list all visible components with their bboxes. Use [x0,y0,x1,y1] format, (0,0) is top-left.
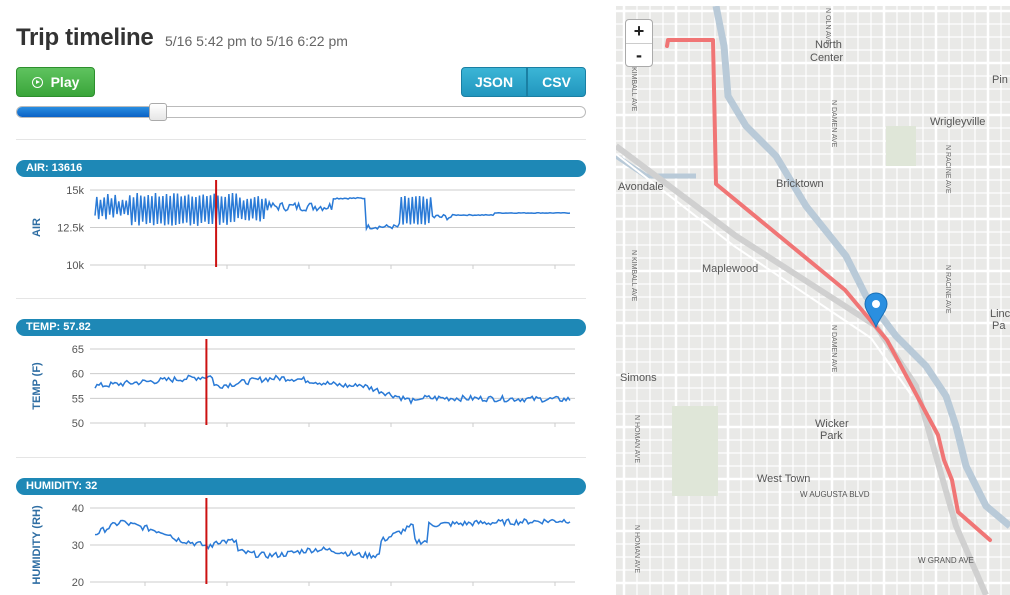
trip-time-range: 5/16 5:42 pm to 5/16 6:22 pm [165,33,348,49]
zoom-in-button[interactable]: + [633,21,645,41]
map-label: Simons [620,372,657,384]
zoom-control: + - [625,19,653,67]
series-line [94,374,571,405]
river [712,6,1010,529]
series-line [94,193,571,232]
json-export-button[interactable]: JSON [461,67,527,97]
y-tick-label: 30 [72,540,84,552]
air-reading-bar: AIR: 13616 [16,160,586,177]
street-label: N RACINE AVE [944,145,951,194]
street-label: N DAMEN AVE [830,100,837,148]
csv-label: CSV [542,74,571,90]
series-line [94,517,571,560]
y-tick-label: 15k [66,185,84,197]
map-label: Maplewood [702,263,758,275]
play-label: Play [50,74,80,90]
playback-slider-handle[interactable] [148,103,167,121]
park [886,126,916,166]
map-label: Center [810,52,843,64]
playback-slider[interactable] [16,106,586,118]
play-icon [31,76,43,88]
map-label: Wicker [815,418,849,430]
street-label: N DAMEN AVE [830,325,837,373]
divider [16,139,586,140]
y-axis-label: AIR [31,218,43,237]
y-tick-label: 65 [72,344,84,356]
y-tick-label: 20 [72,577,84,589]
trip-route [665,38,992,542]
temp-chart: 65 60 55 50 TEMP (F) [31,339,575,430]
expressway [616,143,989,595]
humidity-chart: 40 30 20 HUMIDITY (RH) [31,498,575,589]
park [672,406,718,496]
divider [16,298,586,299]
divider [16,457,586,458]
street-label: N HOMAN AVE [633,525,640,573]
location-pin-icon[interactable] [864,292,888,329]
map-label: Wrigleyville [930,116,985,128]
map-label: Avondale [618,181,664,193]
y-tick-label: 50 [72,418,84,430]
timeline-panel: Trip timeline 5/16 5:42 pm to 5/16 6:22 … [16,24,586,589]
street-label: N RACINE AVE [944,265,951,314]
y-tick-label: 55 [72,393,84,405]
route-map[interactable]: North Center Wrigleyville Avondale Bricktown… [616,6,1010,595]
street-label: N HOMAN AVE [633,415,640,463]
map-label: West Town [757,473,810,485]
zoom-out-button[interactable]: - [626,43,652,67]
rail-line [616,153,913,397]
pin-center [872,300,880,308]
y-axis-label: HUMIDITY (RH) [31,505,43,585]
humidity-reading-bar: HUMIDITY: 32 [16,478,586,495]
y-tick-label: 10k [66,260,84,270]
temp-reading-bar: TEMP: 57.82 [16,319,586,336]
street-label: N KIMBALL AVE [630,250,637,302]
csv-export-button[interactable]: CSV [527,67,586,97]
y-tick-label: 40 [72,503,84,515]
y-axis-label: TEMP (F) [31,362,43,410]
map-label: North [815,39,842,51]
map-label: Pin [992,74,1008,86]
page-title: Trip timeline [16,24,154,51]
map-label: Park [820,430,843,442]
y-tick-label: 60 [72,369,84,381]
y-tick-label: 12.5k [57,223,84,235]
map-label: W GRAND AVE [918,556,974,565]
json-label: JSON [474,74,514,90]
street-label: N KIMBALL AVE [630,60,637,112]
air-chart: 15k 12.5k 10k AIR [31,180,575,270]
map-label: W AUGUSTA BLVD [800,490,870,499]
play-button[interactable]: Play [16,67,95,97]
street-label: N OLN AVE [824,8,831,45]
playback-progress [17,107,154,117]
map-label: Bricktown [776,178,824,190]
map-label: Pa [992,320,1006,332]
map-label: Linc [990,308,1010,320]
